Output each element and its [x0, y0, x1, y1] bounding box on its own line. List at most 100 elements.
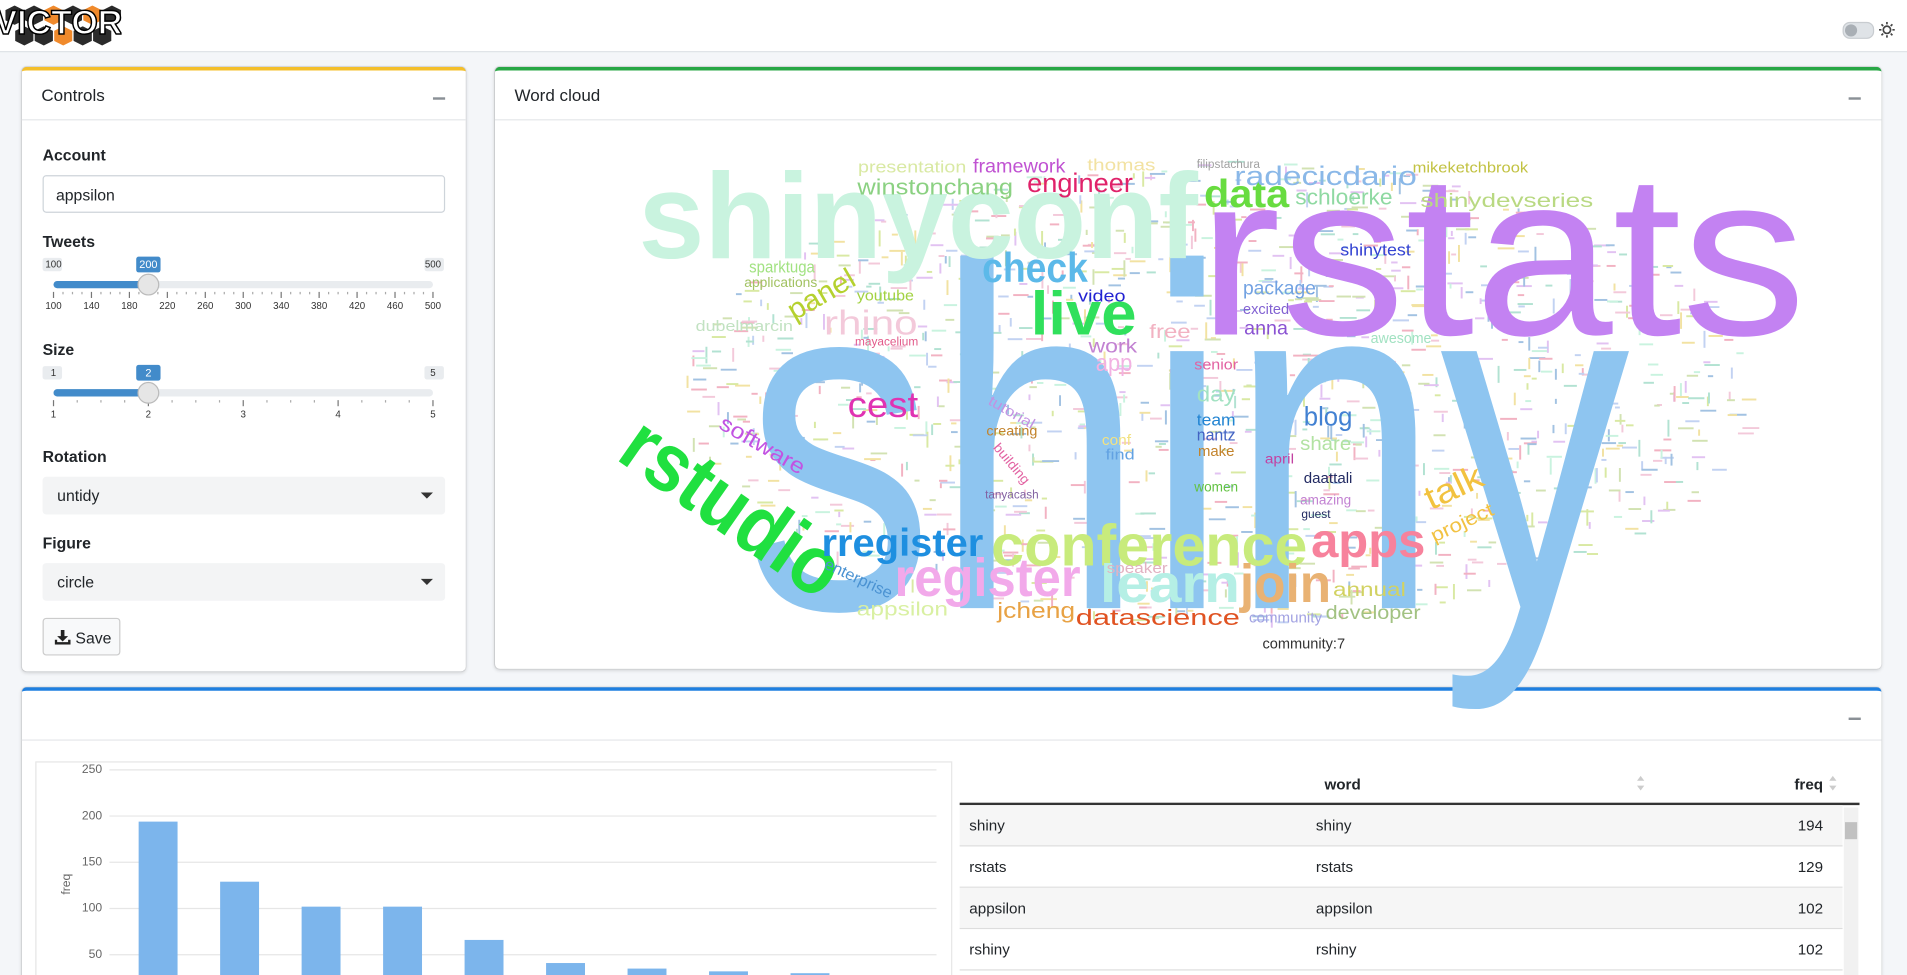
table-row [959, 929, 1843, 971]
cloud-word: radecicdario [1234, 161, 1416, 191]
figure-select[interactable]: circle [42, 563, 446, 601]
header-rule [959, 802, 1860, 806]
slider-tick-label: 500 [425, 301, 442, 312]
slider-tick-label: 300 [235, 301, 252, 312]
bar [220, 881, 260, 975]
cloud-word: excited [1243, 302, 1289, 318]
toggle-knob [1844, 24, 1858, 37]
bar [464, 939, 504, 975]
collapse-button[interactable] [1848, 717, 1861, 720]
table-cell: rshiny [1315, 941, 1357, 959]
slider-bound: 100 [45, 260, 62, 271]
table-cell: rstats [969, 858, 1007, 876]
table-cell: 102 [1797, 941, 1824, 959]
cloud-word: mayacelium [855, 334, 918, 348]
slider-bound: 500 [425, 260, 442, 271]
divider [21, 739, 1882, 741]
cloud-word: shiny [744, 169, 1629, 714]
cloud-word: package [1243, 277, 1316, 299]
column-header[interactable]: freq [1794, 775, 1824, 793]
cloud-word: nantz [1197, 425, 1236, 444]
cloud-caption: community:7 [1262, 636, 1345, 652]
cloud-word: awesome [1371, 331, 1432, 347]
bar [383, 906, 423, 975]
slider-handle[interactable] [137, 381, 160, 404]
collapse-button[interactable] [1848, 97, 1861, 100]
slider-bar [53, 280, 149, 289]
panel-title: Word cloud [514, 85, 601, 105]
select-value: circle [57, 572, 95, 592]
cloud-word: guest [1301, 507, 1331, 521]
slider-bound-bg [424, 366, 444, 380]
slider-tick-label: 4 [335, 409, 341, 420]
field-label: Size [42, 340, 75, 359]
cloud-word: developer [1326, 602, 1421, 624]
cloud-word: daattali [1304, 471, 1353, 487]
slider-tick-label: 140 [83, 301, 100, 312]
slider-tick-label: 1 [51, 409, 56, 420]
cloud-word: senior [1194, 358, 1238, 374]
table-cell: 129 [1797, 858, 1824, 876]
cloud-word: jcheng [996, 598, 1075, 623]
cloud-word: youtube [857, 288, 914, 304]
logo: VICTOR [0, 3, 122, 47]
account-input[interactable]: appsilon [42, 175, 446, 213]
bar [301, 906, 341, 975]
slider-handle[interactable] [137, 273, 160, 296]
sort-icon [1637, 775, 1645, 791]
cloud-word: anna [1244, 317, 1288, 339]
bar [709, 971, 748, 975]
controls-panel: Controls Account appsilon Tweets Size Ro… [21, 66, 466, 672]
field-label: Account [42, 145, 106, 165]
collapse-button[interactable] [432, 97, 446, 100]
slider-tick-label: 420 [349, 301, 366, 312]
logo-text: VICTOR [0, 4, 122, 42]
slider-tick-label: 2 [146, 409, 151, 420]
cloud-word: data [1204, 173, 1290, 216]
scroll-thumb[interactable] [1844, 822, 1858, 840]
slider-bar [53, 389, 149, 397]
rotation-select[interactable]: untidy [42, 476, 446, 515]
cloud-word: join [1239, 555, 1331, 614]
cloud-word: presentation [858, 158, 966, 177]
cloud-word: live [1031, 279, 1137, 347]
bar [138, 821, 178, 975]
cloud-word: rstats [1198, 125, 1806, 383]
scrollbar[interactable] [1843, 807, 1859, 975]
cloud-word: appsilon [857, 598, 948, 620]
cloud-word: blog [1304, 402, 1353, 432]
divider [21, 119, 466, 121]
table-row [959, 887, 1843, 930]
slider-tick-label: 220 [159, 301, 176, 312]
column-header[interactable]: word [1324, 775, 1361, 793]
cloud-word: winstonchang [856, 175, 1013, 200]
slider-value: 200 [139, 259, 157, 271]
cloud-word: find [1106, 448, 1135, 464]
save-button[interactable]: Save [42, 617, 121, 656]
panel-title: Controls [41, 85, 105, 105]
y-tick-label: 50 [89, 947, 103, 961]
y-axis-label: freq [59, 874, 73, 895]
cloud-word: share [1300, 433, 1351, 455]
y-tick-label: 150 [82, 855, 103, 869]
theme-toggle[interactable] [1842, 21, 1875, 39]
y-tick-label: 250 [82, 762, 103, 776]
cloud-word: apps [1311, 514, 1425, 568]
slider-bound-bg [42, 257, 63, 272]
bar [790, 973, 830, 975]
cloud-word: schloerke [1295, 184, 1392, 209]
slider-tick-label: 460 [387, 301, 404, 312]
slider-bound-bg [424, 257, 444, 272]
button-label: Save [75, 628, 112, 648]
field-label: Tweets [42, 232, 95, 251]
slider-tick-label: 380 [311, 301, 328, 312]
cloud-word: shinydevseries [1421, 190, 1594, 212]
theme-icon[interactable] [1879, 21, 1895, 38]
cloud-word: speaker [1107, 561, 1168, 577]
cloud-word: mikeketchbrook [1413, 161, 1529, 177]
cloud-word: make [1198, 444, 1234, 460]
table-cell: 194 [1797, 817, 1824, 835]
chart-frame [35, 761, 953, 975]
